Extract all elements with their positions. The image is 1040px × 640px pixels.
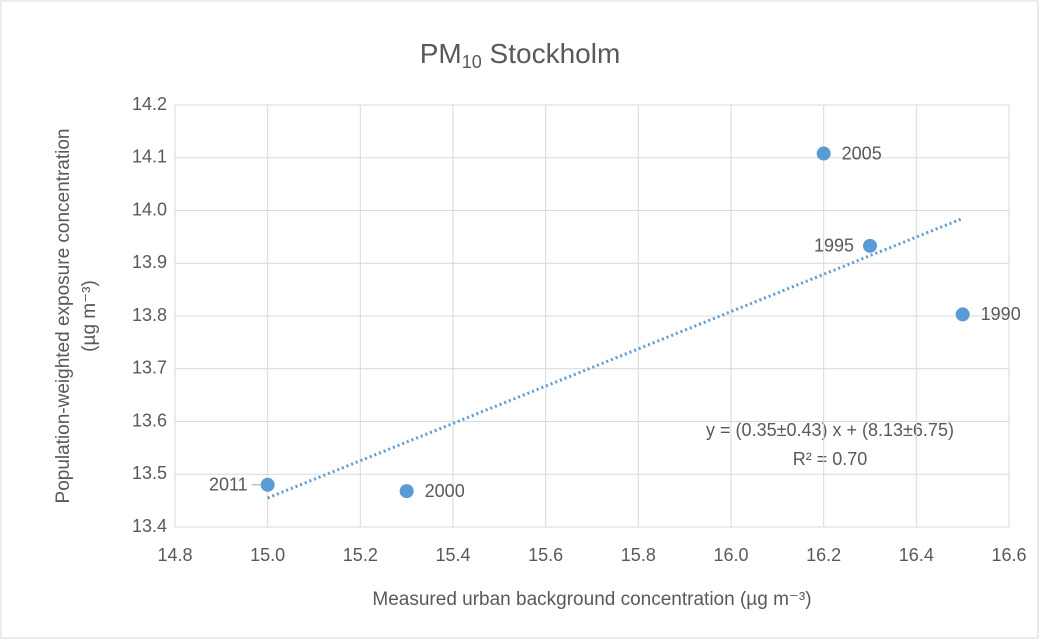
- y-tick-label: 13.9: [132, 252, 167, 272]
- x-tick-label: 16.2: [806, 545, 841, 565]
- x-tick-label: 16.6: [991, 545, 1026, 565]
- x-tick-label: 15.6: [528, 545, 563, 565]
- point-label: 2005: [842, 143, 882, 163]
- trend-r-squared: R² = 0.70: [793, 449, 868, 469]
- title-main: PM: [420, 38, 462, 69]
- y-axis-label-line: Population-weighted exposure concentrati…: [53, 129, 74, 504]
- y-tick-label: 13.6: [132, 410, 167, 430]
- point-label: 2000: [425, 481, 465, 501]
- y-tick-label: 13.4: [132, 516, 167, 536]
- y-tick-label: 14.1: [132, 147, 167, 167]
- trend-equation: y = (0.35±0.43) x + (8.13±6.75): [706, 420, 954, 440]
- point-label: 2011: [209, 475, 248, 495]
- title-rest: Stockholm: [482, 38, 621, 69]
- y-tick-label: 14.2: [132, 94, 167, 114]
- point: [863, 238, 877, 253]
- x-tick-label: 14.8: [157, 545, 192, 565]
- y-tick-label: 13.8: [132, 305, 167, 325]
- x-axis-label: Measured urban background concentration …: [372, 589, 811, 610]
- point: [816, 146, 831, 161]
- y-tick-label: 13.7: [132, 358, 167, 378]
- x-tick-label: 15.4: [435, 545, 470, 565]
- y-tick-label: 14.0: [132, 199, 167, 219]
- x-tick-label: 16.0: [713, 545, 748, 565]
- point: [399, 484, 414, 499]
- x-tick-label: 15.0: [250, 545, 285, 565]
- x-tick-label: 16.4: [899, 545, 934, 565]
- chart-title: PM10 Stockholm: [420, 38, 621, 71]
- y-axis-label-line: (µg m⁻³): [79, 280, 100, 352]
- y-axis-label: Population-weighted exposure concentrati…: [53, 129, 100, 504]
- point-label: 1995: [814, 236, 854, 256]
- point: [955, 307, 970, 322]
- x-tick-label: 15.8: [621, 545, 656, 565]
- x-tick-label: 15.2: [343, 545, 378, 565]
- title-subscript: 10: [462, 52, 482, 72]
- point-label: 1990: [981, 304, 1021, 324]
- y-tick-label: 13.5: [132, 463, 167, 483]
- point: [260, 477, 275, 492]
